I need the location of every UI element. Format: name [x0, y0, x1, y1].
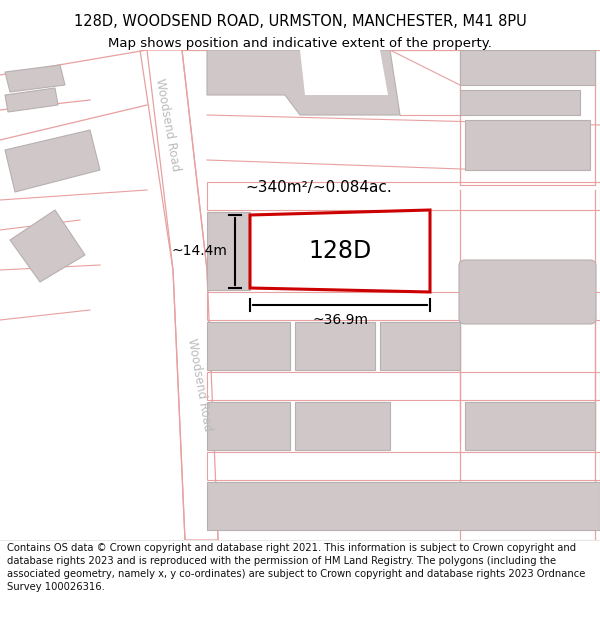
FancyBboxPatch shape: [459, 260, 596, 324]
Text: Map shows position and indicative extent of the property.: Map shows position and indicative extent…: [108, 38, 492, 51]
Polygon shape: [5, 130, 100, 192]
Text: ~36.9m: ~36.9m: [312, 313, 368, 327]
Polygon shape: [207, 50, 400, 115]
Polygon shape: [295, 402, 390, 450]
Polygon shape: [380, 322, 460, 370]
Polygon shape: [250, 210, 430, 292]
Polygon shape: [207, 322, 290, 370]
Polygon shape: [465, 402, 595, 450]
Text: 128D, WOODSEND ROAD, URMSTON, MANCHESTER, M41 8PU: 128D, WOODSEND ROAD, URMSTON, MANCHESTER…: [74, 14, 526, 29]
Polygon shape: [207, 482, 600, 530]
Polygon shape: [460, 90, 580, 115]
Polygon shape: [207, 452, 600, 480]
Polygon shape: [207, 402, 290, 450]
Polygon shape: [465, 292, 595, 320]
Text: Woodsend Road: Woodsend Road: [154, 78, 182, 172]
Polygon shape: [300, 50, 388, 95]
Polygon shape: [140, 50, 218, 540]
Polygon shape: [465, 120, 590, 170]
Text: ~340m²/~0.084ac.: ~340m²/~0.084ac.: [245, 180, 392, 195]
Polygon shape: [207, 212, 250, 290]
Text: Contains OS data © Crown copyright and database right 2021. This information is : Contains OS data © Crown copyright and d…: [7, 543, 586, 592]
Polygon shape: [295, 322, 375, 370]
Text: Woodsend Road: Woodsend Road: [185, 338, 215, 432]
Polygon shape: [207, 372, 600, 400]
Polygon shape: [5, 88, 58, 112]
Polygon shape: [207, 292, 600, 320]
Polygon shape: [5, 65, 65, 92]
Polygon shape: [10, 210, 85, 282]
Polygon shape: [207, 182, 600, 210]
Text: ~14.4m: ~14.4m: [171, 244, 227, 259]
Text: 128D: 128D: [308, 239, 371, 263]
Polygon shape: [460, 50, 595, 85]
